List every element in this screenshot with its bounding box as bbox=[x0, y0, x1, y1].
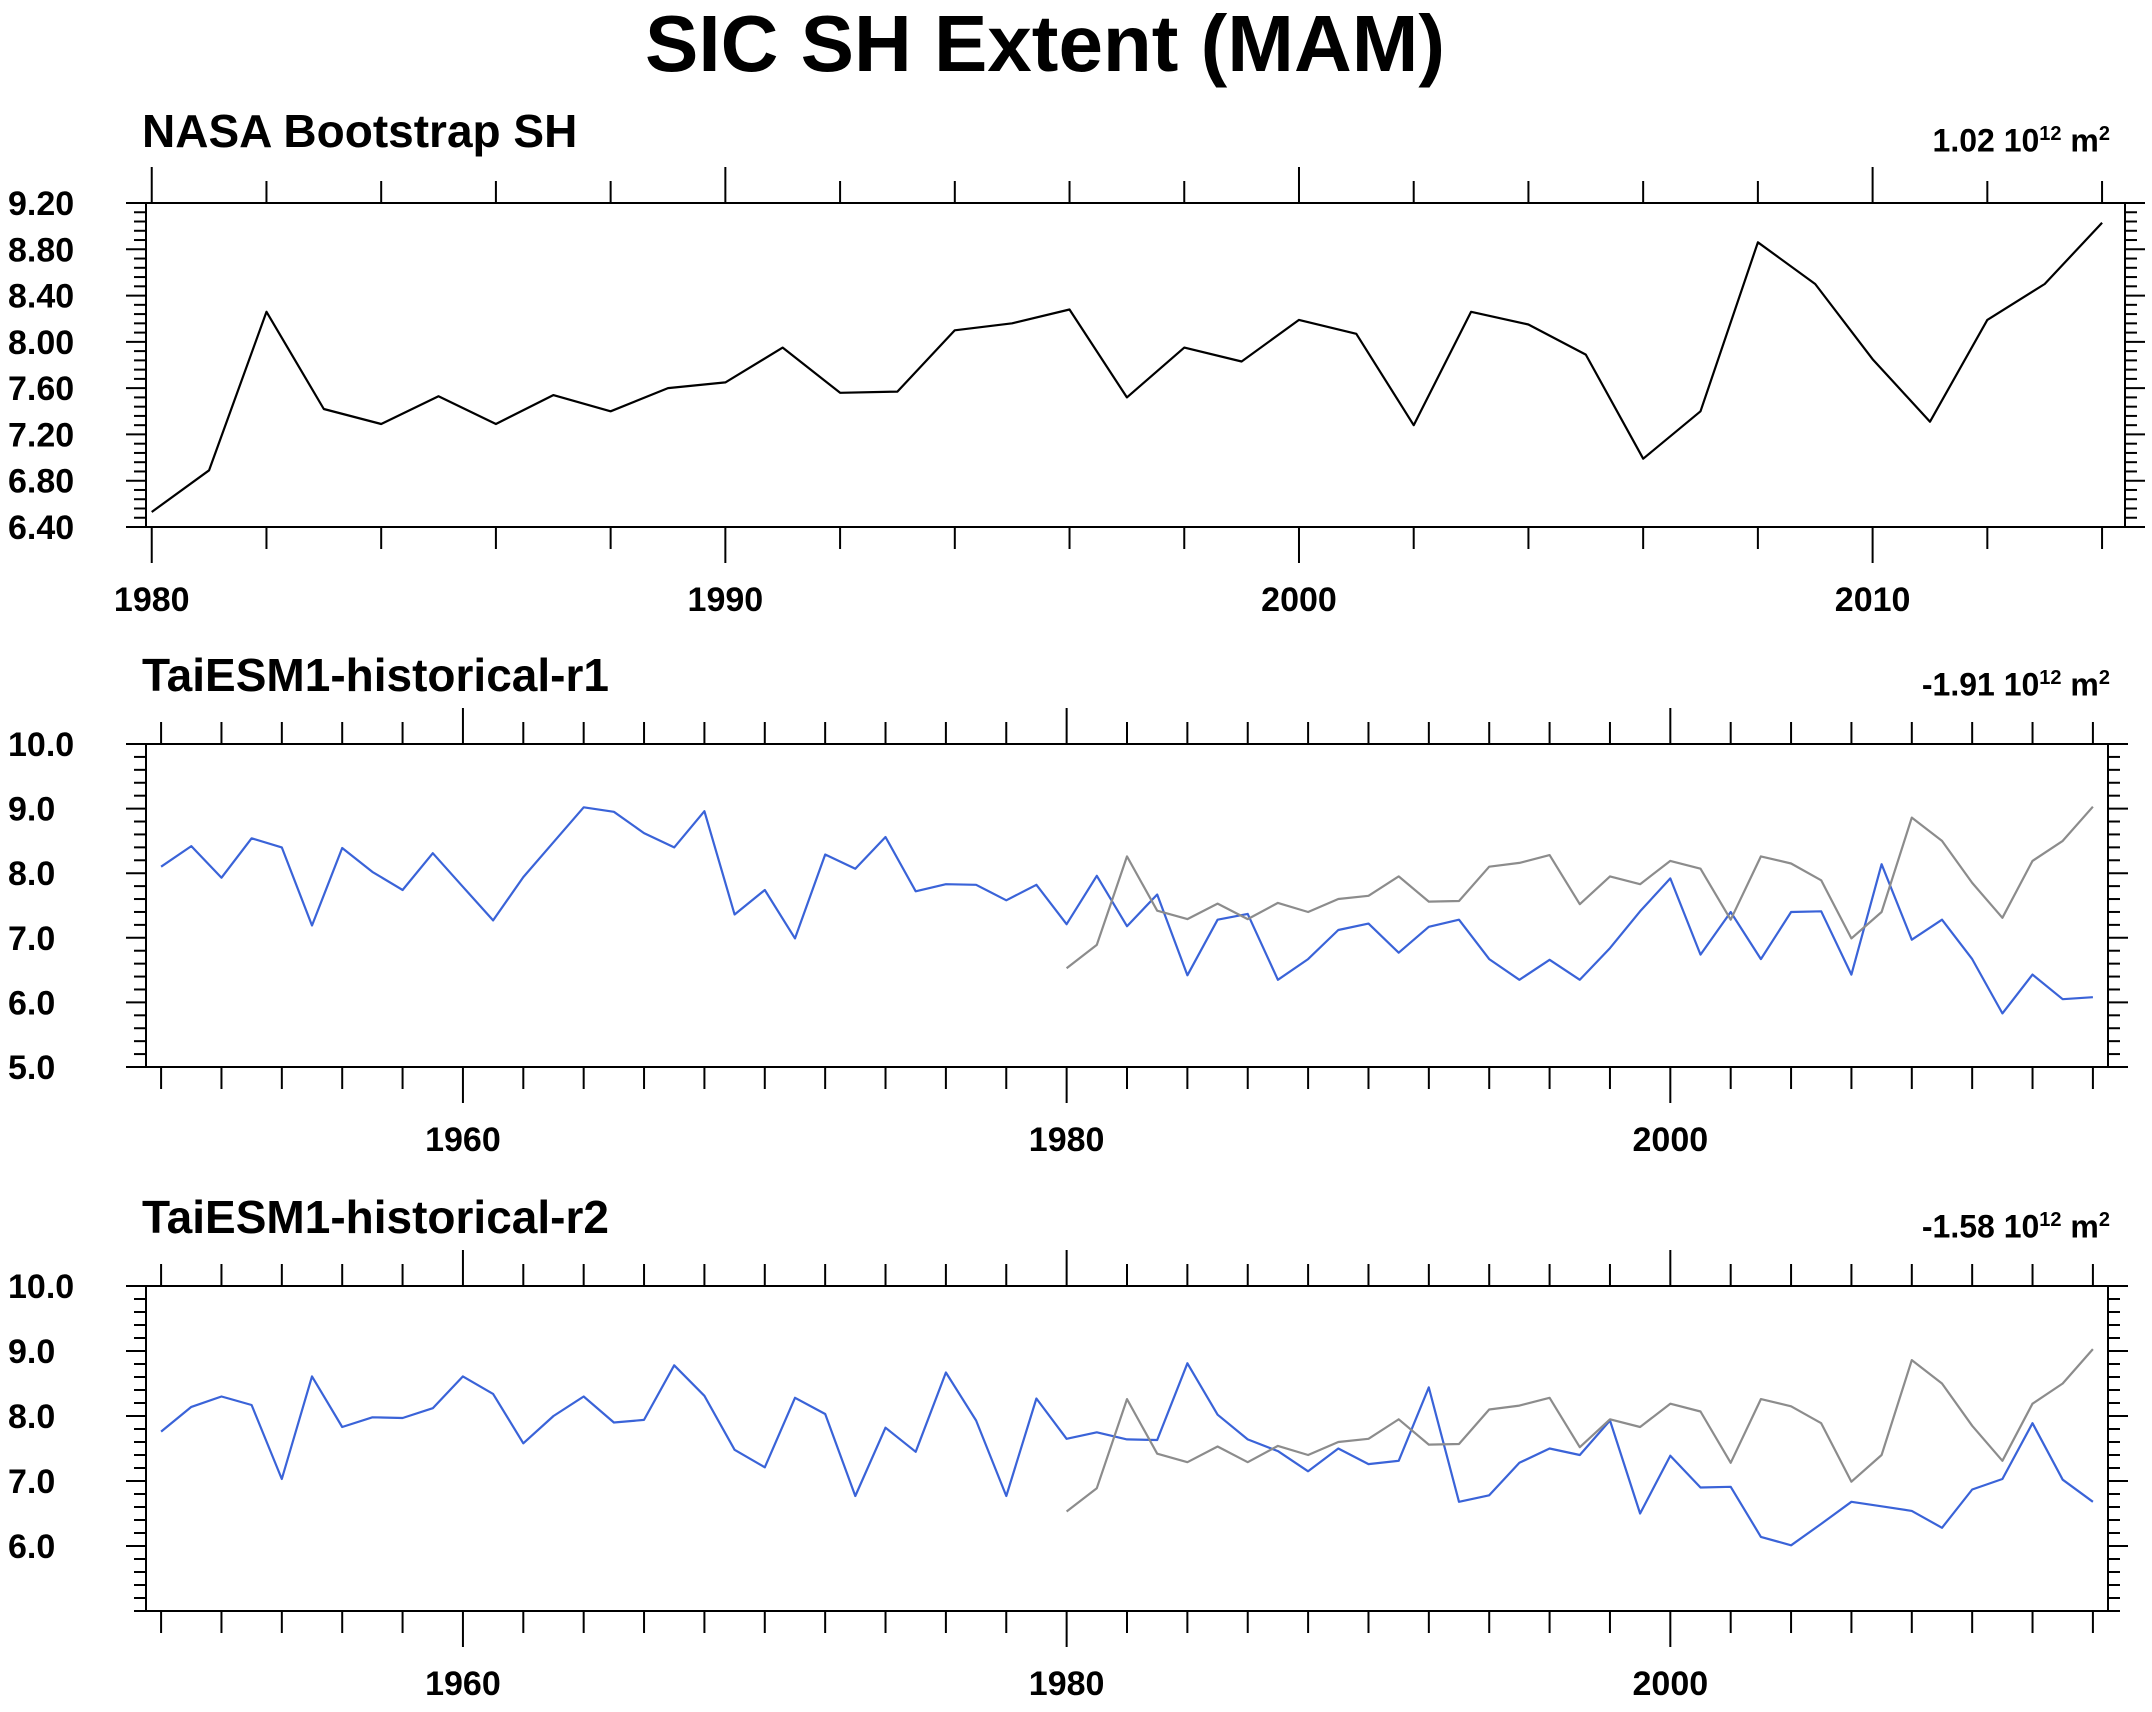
panel-3-y-tick-label: 9.0 bbox=[8, 1333, 55, 1371]
panel-3-trend-value: -1.58 1012 m2 bbox=[1922, 1210, 2110, 1243]
panel-2-unit-suffix-exponent: 2 bbox=[2098, 667, 2110, 689]
panel-2-x-tick-label: 1980 bbox=[1029, 1121, 1105, 1159]
panel-2-y-tick-label: 5.0 bbox=[8, 1049, 55, 1087]
panel-3-y-tick-label: 7.0 bbox=[8, 1463, 55, 1501]
panel-3-y-tick-label: 10.0 bbox=[8, 1268, 74, 1306]
panel-1-trend-value: 1.02 1012 m2 bbox=[1933, 124, 2110, 157]
panel-3-unit-exponent: 12 bbox=[2039, 1209, 2062, 1231]
panel-2-y-tick-label: 8.0 bbox=[8, 855, 55, 893]
panel-2-unit-exponent: 12 bbox=[2039, 667, 2062, 689]
panel-2-y-tick-label: 6.0 bbox=[8, 984, 55, 1022]
chart-title: SIC SH Extent (MAM) bbox=[645, 0, 1445, 88]
panel-1-title: NASA Bootstrap SH bbox=[142, 105, 578, 157]
panel-2-unit-suffix: m bbox=[2070, 666, 2099, 703]
panel-2-series-observation-line bbox=[1065, 805, 2094, 970]
panel-1-unit-base: 10 bbox=[2003, 122, 2040, 159]
panel-1-y-tick-label: 8.00 bbox=[8, 324, 74, 362]
panel-1-y-tick-label: 8.40 bbox=[8, 278, 74, 316]
panel-3-title: TaiESM1-historical-r2 bbox=[142, 1191, 609, 1243]
panel-3-plot-frame bbox=[145, 1285, 2109, 1612]
panel-3-series-observation-line bbox=[1065, 1348, 2094, 1513]
panel-3-y-tick-label: 6.0 bbox=[8, 1528, 55, 1566]
panel-3-x-tick-label: 1980 bbox=[1029, 1665, 1105, 1703]
panel-2-x-tick-label: 1960 bbox=[425, 1121, 501, 1159]
panel-1-unit-suffix: m bbox=[2070, 122, 2099, 159]
panel-1-y-tick-label: 8.80 bbox=[8, 231, 74, 269]
panel-1-x-tick-label: 2010 bbox=[1835, 581, 1911, 619]
panel-2-y-tick-label: 9.0 bbox=[8, 791, 55, 829]
panel-1-value-number: 1.02 bbox=[1932, 122, 1995, 159]
panel-3-value-number: -1.58 bbox=[1921, 1208, 1995, 1245]
panel-3-unit-suffix-exponent: 2 bbox=[2098, 1209, 2110, 1231]
panel-2-trend-value: -1.91 1012 m2 bbox=[1922, 668, 2110, 701]
panel-1-x-tick-label: 1980 bbox=[114, 581, 190, 619]
panel-1-x-tick-label: 2000 bbox=[1261, 581, 1337, 619]
panel-2-y-tick-label: 7.0 bbox=[8, 920, 55, 958]
panel-3-unit-suffix: m bbox=[2070, 1208, 2099, 1245]
panel-2-y-tick-label: 10.0 bbox=[8, 726, 74, 764]
panel-1-x-tick-label: 1990 bbox=[688, 581, 764, 619]
panel-3-x-tick-label: 1960 bbox=[425, 1665, 501, 1703]
panel-3-y-tick-label: 8.0 bbox=[8, 1398, 55, 1436]
panel-1-plot-frame bbox=[145, 202, 2126, 528]
panel-2-title: TaiESM1-historical-r1 bbox=[142, 649, 609, 701]
panel-2-value-number: -1.91 bbox=[1921, 666, 1995, 703]
panel-2-series-model-line bbox=[160, 806, 2093, 1015]
panel-1-series-observation-line bbox=[151, 221, 2103, 513]
panel-2-plot-frame bbox=[145, 743, 2109, 1068]
panel-1-unit-exponent: 12 bbox=[2039, 123, 2062, 145]
panel-1-y-tick-label: 7.20 bbox=[8, 416, 74, 454]
panel-1-unit-suffix-exponent: 2 bbox=[2098, 123, 2110, 145]
panel-3-x-tick-label: 2000 bbox=[1633, 1665, 1709, 1703]
panel-1-y-tick-label: 7.60 bbox=[8, 370, 74, 408]
panel-2-x-tick-label: 2000 bbox=[1633, 1121, 1709, 1159]
panel-2-unit-base: 10 bbox=[2003, 666, 2040, 703]
panel-1-y-tick-label: 9.20 bbox=[8, 185, 74, 223]
panel-1-y-tick-label: 6.40 bbox=[8, 509, 74, 547]
panel-1-y-tick-label: 6.80 bbox=[8, 463, 74, 501]
panel-3-series-model-line bbox=[160, 1362, 2094, 1547]
panel-3-unit-base: 10 bbox=[2003, 1208, 2040, 1245]
